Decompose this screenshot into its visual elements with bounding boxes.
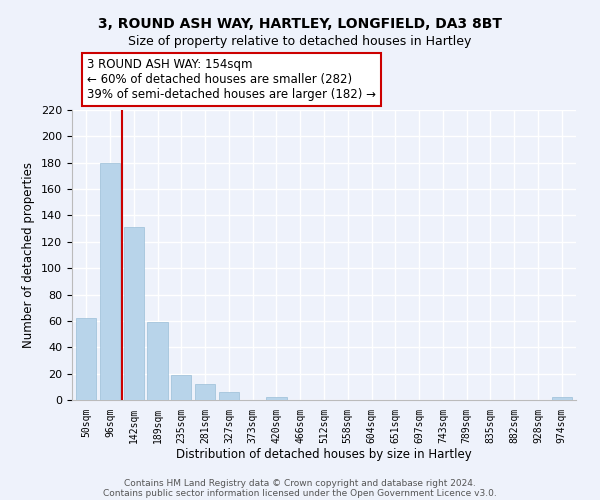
Bar <box>551 398 572 400</box>
Text: Size of property relative to detached houses in Hartley: Size of property relative to detached ho… <box>128 35 472 48</box>
X-axis label: Distribution of detached houses by size in Hartley: Distribution of detached houses by size … <box>176 448 472 462</box>
Text: 3 ROUND ASH WAY: 154sqm
← 60% of detached houses are smaller (282)
39% of semi-d: 3 ROUND ASH WAY: 154sqm ← 60% of detache… <box>87 58 376 101</box>
Text: Contains public sector information licensed under the Open Government Licence v3: Contains public sector information licen… <box>103 488 497 498</box>
Text: 3, ROUND ASH WAY, HARTLEY, LONGFIELD, DA3 8BT: 3, ROUND ASH WAY, HARTLEY, LONGFIELD, DA… <box>98 18 502 32</box>
Bar <box>266 398 287 400</box>
Bar <box>219 392 239 400</box>
Bar <box>124 228 144 400</box>
Bar <box>148 322 167 400</box>
Bar <box>100 162 120 400</box>
Y-axis label: Number of detached properties: Number of detached properties <box>22 162 35 348</box>
Bar <box>76 318 97 400</box>
Bar <box>195 384 215 400</box>
Bar <box>171 375 191 400</box>
Text: Contains HM Land Registry data © Crown copyright and database right 2024.: Contains HM Land Registry data © Crown c… <box>124 478 476 488</box>
